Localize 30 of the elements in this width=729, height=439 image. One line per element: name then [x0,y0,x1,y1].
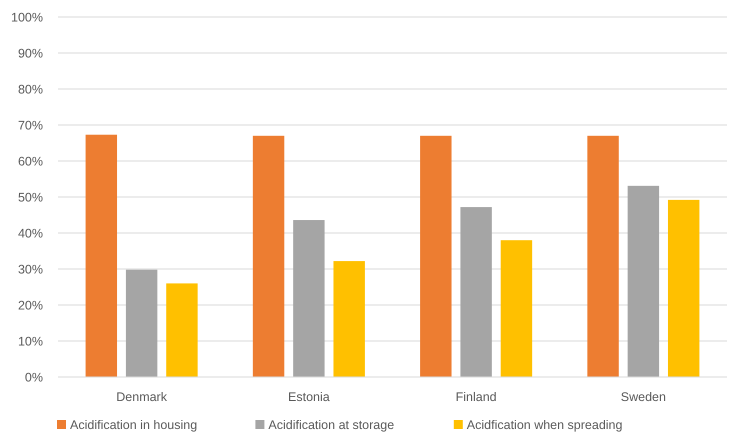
y-tick-label: 90% [18,46,43,60]
bar [333,261,365,377]
bar [500,240,532,377]
x-tick-label: Sweden [620,390,666,404]
bar [166,283,198,377]
bar [587,136,619,377]
bar [420,136,452,377]
y-tick-label: 40% [18,226,43,240]
legend-label: Acidification in housing [70,418,198,432]
x-tick-label: Finland [456,390,497,404]
y-tick-label: 70% [18,118,43,132]
bar [460,207,492,377]
y-tick-label: 20% [18,298,43,312]
bar [628,186,660,377]
y-tick-label: 50% [18,190,43,204]
bar [668,200,700,377]
legend-label: Acidification at storage [268,418,394,432]
bar [86,134,118,377]
y-tick-label: 0% [24,370,43,384]
x-tick-label: Denmark [116,390,168,404]
x-tick-label: Estonia [288,390,330,404]
y-tick-label: 30% [18,262,43,276]
bar [126,270,158,377]
y-tick-label: 60% [18,154,43,168]
y-tick-label: 100% [11,10,43,24]
legend-label: Acidfication when spreading [466,418,622,432]
y-tick-label: 80% [18,82,43,96]
bar [293,220,325,377]
y-tick-label: 10% [18,334,43,348]
bar [252,136,284,377]
